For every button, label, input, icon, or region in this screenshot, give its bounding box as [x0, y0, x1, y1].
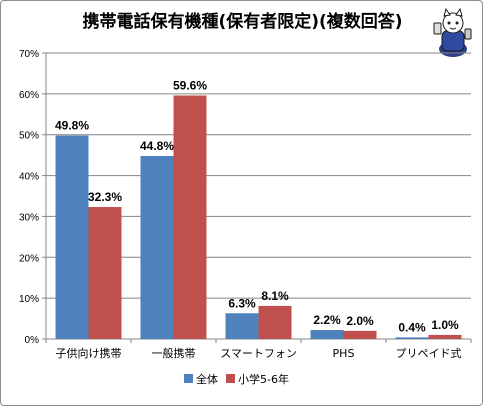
chart-title: 携帯電話保有機種(保有者限定)(複数回答) — [82, 12, 403, 32]
y-tick-label: 0% — [25, 335, 40, 346]
data-label: 49.8% — [55, 119, 89, 133]
bar — [173, 95, 207, 340]
data-label: 32.3% — [88, 190, 122, 204]
x-tick-label: プリペイド式 — [396, 347, 462, 360]
bar — [310, 330, 344, 339]
bar — [88, 207, 122, 339]
mascot-icon — [433, 7, 472, 57]
x-tick-label: 一般携帯 — [152, 346, 196, 360]
y-tick-label: 70% — [19, 49, 39, 60]
bar — [428, 334, 462, 339]
y-tick-label: 40% — [19, 172, 39, 183]
y-tick-label: 10% — [19, 294, 39, 305]
y-tick-label: 50% — [19, 131, 39, 142]
data-label: 8.1% — [261, 289, 289, 303]
legend-swatch — [184, 374, 193, 383]
x-tick-label: スマートフォン — [220, 347, 297, 360]
bar — [395, 337, 429, 339]
data-label: 1.0% — [431, 318, 459, 332]
bar — [225, 313, 259, 339]
data-label: 6.3% — [228, 296, 256, 310]
data-label: 44.8% — [140, 139, 174, 153]
y-tick-label: 30% — [19, 212, 39, 223]
legend-label: 全体 — [196, 372, 218, 386]
bar — [140, 155, 174, 339]
x-tick-label: PHS — [333, 347, 355, 360]
legend-swatch — [226, 374, 235, 383]
data-label: 0.4% — [398, 320, 426, 334]
x-tick-label: 子供向け携帯 — [56, 346, 122, 360]
bar — [343, 330, 377, 339]
y-tick-label: 60% — [19, 90, 39, 101]
data-label: 2.0% — [346, 314, 374, 328]
data-label: 59.6% — [173, 78, 207, 92]
y-tick-label: 20% — [19, 253, 39, 264]
data-label: 2.2% — [313, 313, 341, 327]
bar — [258, 305, 292, 339]
legend-label: 小学5-6年 — [238, 372, 289, 386]
bar — [55, 135, 89, 339]
